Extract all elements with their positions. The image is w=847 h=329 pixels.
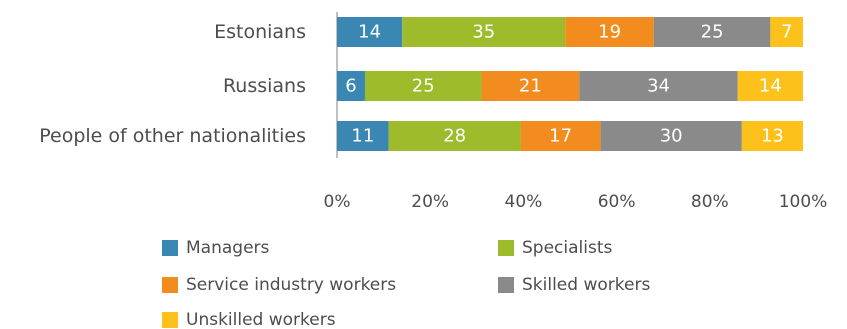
bar-segment xyxy=(741,121,803,151)
data-label: 34 xyxy=(647,76,670,97)
x-tick-label: 60% xyxy=(598,192,636,212)
x-tick-label: 100% xyxy=(779,192,828,212)
data-label: 11 xyxy=(351,126,374,147)
bar-segment xyxy=(770,17,803,47)
bar-segment xyxy=(579,71,738,101)
bar-segment xyxy=(520,121,601,151)
bar-segment xyxy=(388,121,521,151)
bar-segment xyxy=(337,71,365,101)
category-labels: Estonians Russians People of other nationa… xyxy=(39,21,306,147)
bar-segment xyxy=(737,71,803,101)
legend-swatch xyxy=(162,240,178,256)
x-tick-label: 40% xyxy=(505,192,543,212)
bar-segment xyxy=(481,71,580,101)
x-tick-label: 80% xyxy=(691,192,729,212)
data-label: 25 xyxy=(412,76,435,97)
data-label: 14 xyxy=(358,22,381,43)
bar-segment xyxy=(653,17,771,47)
bars: 14 35 19 25 7 6 25 21 34 14 11 28 17 30 13 xyxy=(337,17,803,151)
bar-segment xyxy=(600,121,742,151)
data-label: 7 xyxy=(781,22,792,43)
category-label: Estonians xyxy=(214,21,306,43)
data-label: 19 xyxy=(598,22,621,43)
data-label: 30 xyxy=(660,126,683,147)
data-label: 17 xyxy=(549,126,572,147)
bar-segment xyxy=(565,17,654,47)
category-label: Russians xyxy=(223,75,306,97)
legend-swatch xyxy=(162,277,178,293)
x-tick-label: 0% xyxy=(324,192,351,212)
legend-label: Skilled workers xyxy=(522,275,650,295)
bar-segment xyxy=(364,71,482,101)
legend-swatch xyxy=(162,312,178,328)
category-label: People of other nationalities xyxy=(39,125,306,147)
bar-segment xyxy=(402,17,566,47)
legend: Managers Specialists Service industry work… xyxy=(162,238,650,329)
legend-label: Service industry workers xyxy=(186,275,396,295)
data-label: 13 xyxy=(761,126,784,147)
bar-segment xyxy=(337,17,403,47)
x-tick-label: 20% xyxy=(411,192,449,212)
data-label: 28 xyxy=(443,126,466,147)
data-label: 25 xyxy=(701,22,724,43)
legend-label: Specialists xyxy=(522,238,612,258)
legend-label: Managers xyxy=(186,238,270,258)
legend-swatch xyxy=(498,277,514,293)
x-axis-ticks: 0% 20% 40% 60% 80% 100% xyxy=(324,192,828,212)
legend-label: Unskilled workers xyxy=(186,310,336,329)
data-label: 35 xyxy=(472,22,495,43)
legend-swatch xyxy=(498,240,514,256)
data-label: 14 xyxy=(759,76,782,97)
bar-segment xyxy=(337,121,389,151)
data-label: 6 xyxy=(345,76,356,97)
data-label: 21 xyxy=(519,76,542,97)
